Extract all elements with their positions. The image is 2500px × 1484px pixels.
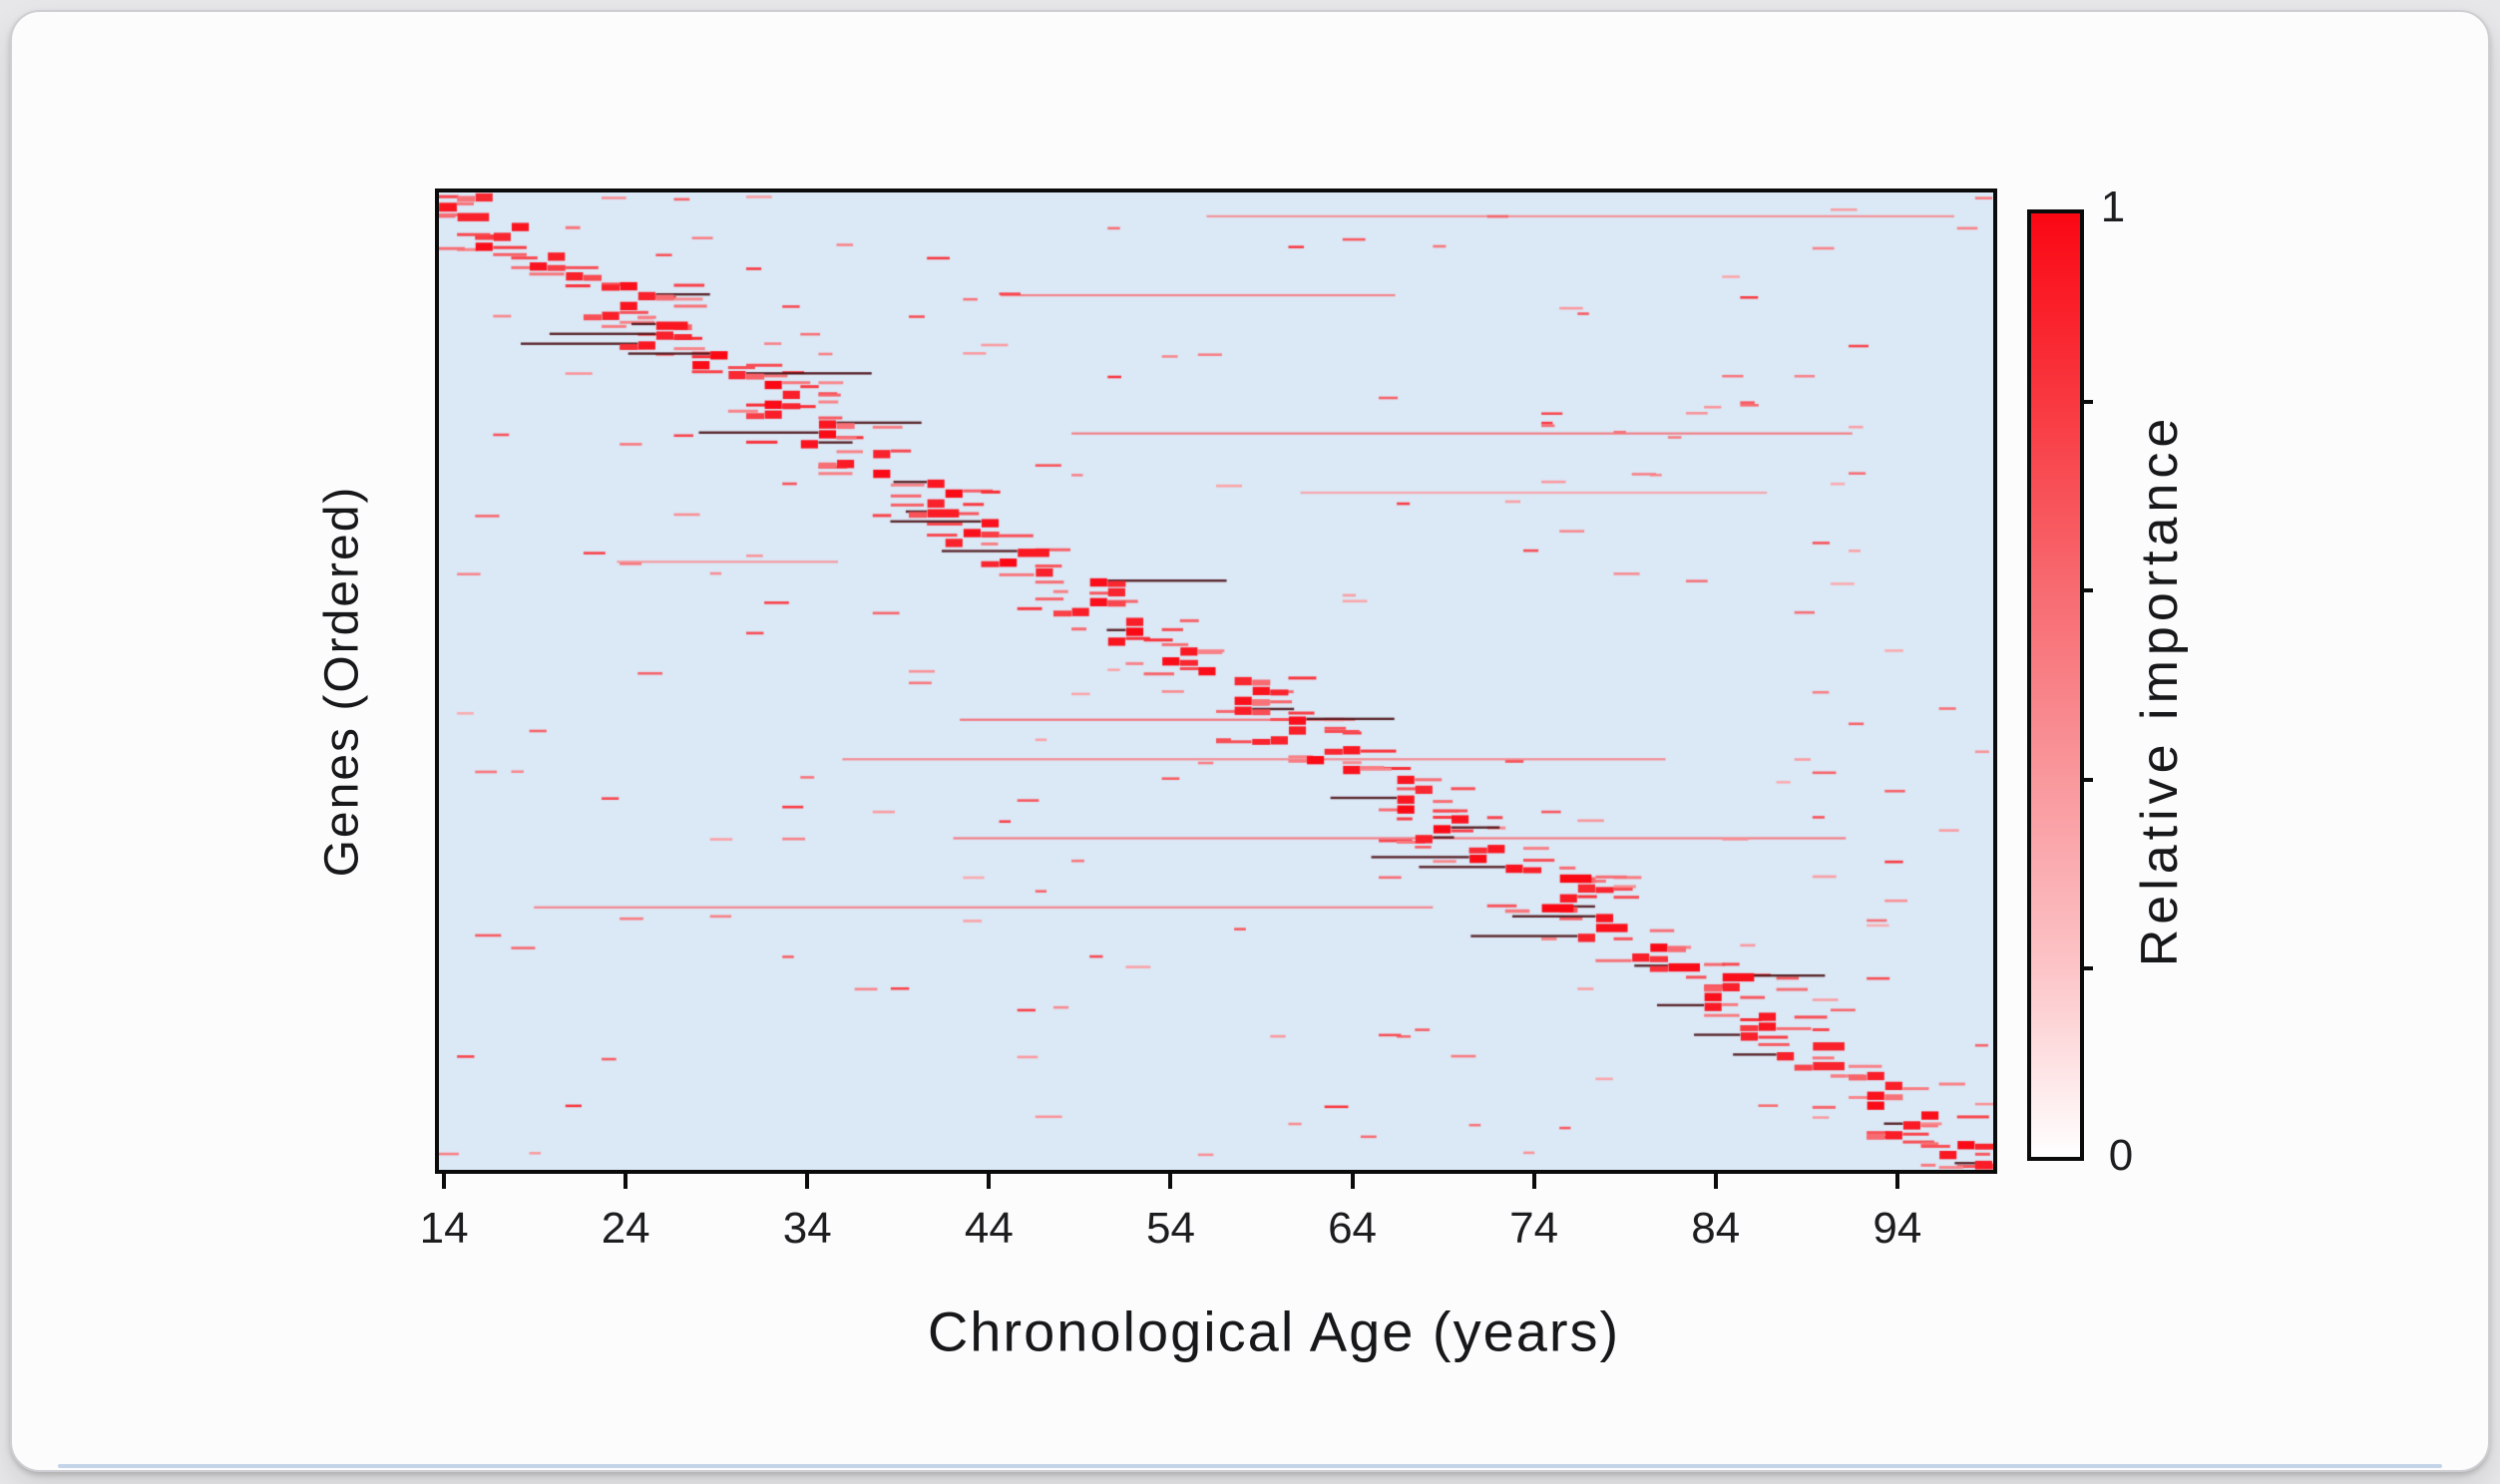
heatmap-plot-area xyxy=(435,188,1997,1174)
x-tick-mark xyxy=(805,1174,810,1189)
colorbar-minor-tick xyxy=(2084,400,2093,405)
x-axis-label: Chronological Age (years) xyxy=(927,1299,1621,1363)
x-tick-label: 34 xyxy=(782,1204,832,1253)
x-tick-mark xyxy=(1350,1174,1355,1189)
y-axis-label: Genes (Ordered) xyxy=(315,485,369,878)
x-tick-label: 14 xyxy=(419,1204,469,1253)
x-tick-label: 74 xyxy=(1509,1204,1559,1253)
x-tick-mark xyxy=(624,1174,628,1189)
x-tick-mark xyxy=(1713,1174,1718,1189)
x-tick-label: 24 xyxy=(601,1204,650,1253)
card-bottom-accent-line xyxy=(58,1464,2442,1468)
figure-card: 14 24 34 44 54 64 74 84 94 Chronological Age (ye… xyxy=(10,10,2490,1472)
colorbar-min-label: 0 xyxy=(2108,1131,2134,1180)
colorbar-minor-tick xyxy=(2084,965,2093,970)
x-tick-label: 44 xyxy=(964,1204,1014,1253)
x-tick-mark xyxy=(1894,1174,1899,1189)
x-tick-label: 84 xyxy=(1691,1204,1741,1253)
x-tick-mark xyxy=(1168,1174,1173,1189)
colorbar xyxy=(2027,209,2084,1161)
x-tick-label: 64 xyxy=(1328,1204,1378,1253)
x-tick-label: 94 xyxy=(1873,1204,1922,1253)
colorbar-minor-tick xyxy=(2084,777,2093,782)
heatmap-canvas xyxy=(439,192,1993,1170)
colorbar-label: Relative importance xyxy=(2131,413,2189,967)
x-tick-mark xyxy=(987,1174,992,1189)
colorbar-minor-tick xyxy=(2084,588,2093,593)
x-tick-mark xyxy=(1531,1174,1536,1189)
x-tick-mark xyxy=(442,1174,447,1189)
colorbar-max-label: 1 xyxy=(2100,183,2126,231)
x-tick-label: 54 xyxy=(1145,1204,1195,1253)
